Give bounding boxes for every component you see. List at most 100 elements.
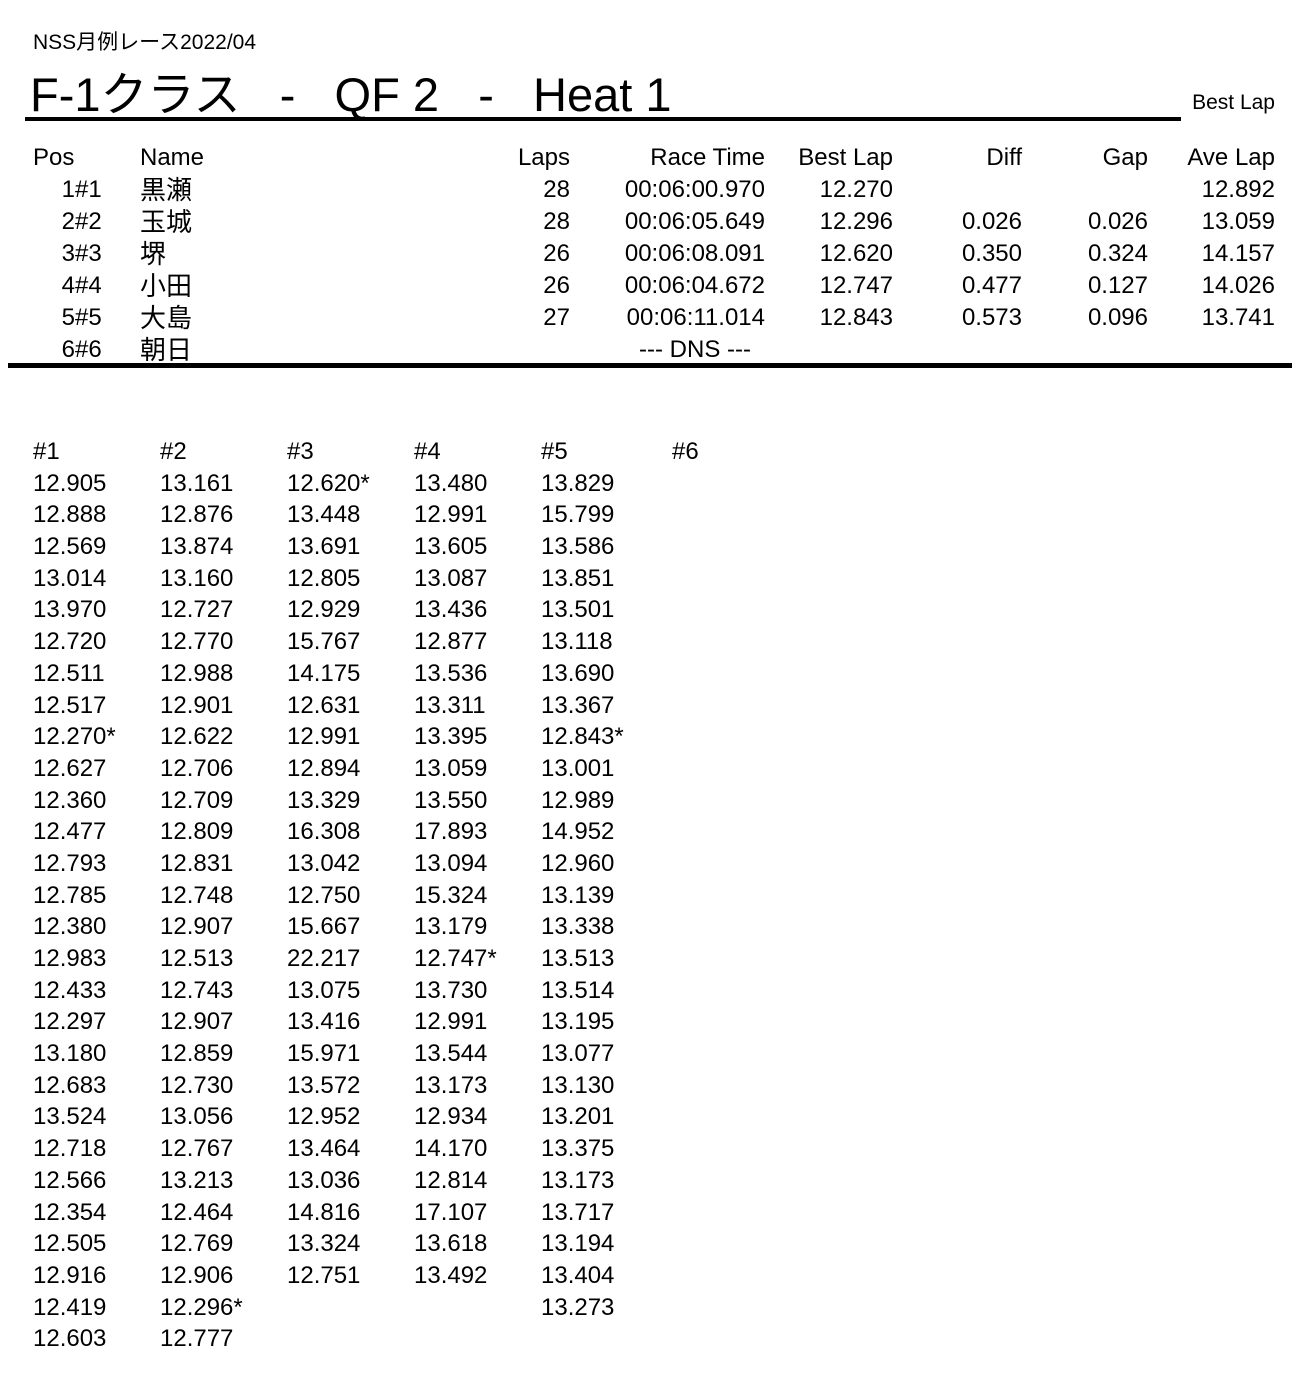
lap-time: 13.367 — [541, 691, 615, 719]
lap-time: 12.627 — [33, 754, 107, 782]
lap-time: 16.308 — [287, 818, 361, 846]
lap-column-header: #1 — [33, 438, 60, 465]
lap-time: 12.785 — [33, 881, 107, 909]
result-row: 1 #1 黒瀬 28 00:06:00.970 12.270 12.892 — [33, 174, 1275, 206]
lap-column-5: #5 13.829 15.799 13.586 13.851 13.501 13.118 13… — [541, 436, 668, 1323]
lap-time: 13.404 — [541, 1261, 615, 1289]
lap-time: 12.360 — [33, 786, 107, 814]
result-cell-num: #4 — [75, 272, 102, 299]
results-header-gap: Gap — [1102, 144, 1148, 171]
lap-time: 12.620* — [287, 469, 370, 497]
lap-time: 13.970 — [33, 596, 107, 624]
lap-time: 13.514 — [541, 976, 615, 1004]
result-cell-laps: 28 — [543, 208, 570, 235]
lap-time: 12.683 — [33, 1071, 107, 1099]
result-cell-pos: 2 — [61, 208, 75, 235]
lap-time: 12.748 — [160, 881, 234, 909]
lap-time: 12.297 — [33, 1008, 107, 1036]
lap-time: 15.767 — [287, 628, 361, 656]
result-row: 6 #6 朝日 --- DNS --- — [33, 334, 1275, 366]
lap-time: 14.816 — [287, 1198, 361, 1226]
lap-time: 12.511 — [33, 659, 105, 687]
results-header-pos: Pos — [33, 144, 75, 171]
lap-time: 13.130 — [541, 1071, 615, 1099]
lap-time: 14.952 — [541, 818, 615, 846]
lap-time: 12.622 — [160, 723, 234, 751]
lap-time: 13.572 — [287, 1071, 361, 1099]
lap-time: 13.550 — [414, 786, 488, 814]
lap-time: 12.380 — [33, 913, 107, 941]
result-cell-diff — [893, 174, 1022, 206]
result-row: 2 #2 玉城 28 00:06:05.649 12.296 0.026 0.026 13.05… — [33, 206, 1275, 238]
lap-time: 13.213 — [160, 1166, 234, 1194]
lap-time: 12.805 — [287, 564, 361, 592]
lap-time: 12.709 — [160, 786, 234, 814]
lap-time: 13.077 — [541, 1040, 615, 1068]
results-header-ave-lap: Ave Lap — [1187, 144, 1275, 171]
lap-time: 12.907 — [160, 1008, 234, 1036]
lap-time: 13.075 — [287, 976, 361, 1004]
lap-time: 13.717 — [541, 1198, 615, 1226]
result-cell-name: 玉城 — [140, 207, 193, 237]
lap-time: 12.988 — [160, 659, 234, 687]
lap-time: 12.631 — [287, 691, 361, 719]
result-cell-pos: 6 — [61, 336, 75, 363]
result-cell-race-time: --- DNS --- — [639, 336, 751, 363]
result-cell-ave-lap — [1148, 334, 1275, 366]
lap-time: 13.690 — [541, 659, 615, 687]
lap-time: 15.324 — [414, 881, 488, 909]
result-cell-name: 小田 — [140, 271, 193, 301]
lap-column-header: #5 — [541, 438, 568, 465]
lap-column-header: #2 — [160, 438, 187, 465]
lap-column-6: #6 — [672, 436, 799, 468]
result-cell-diff — [893, 334, 1022, 366]
result-cell-name: 朝日 — [140, 335, 193, 365]
lap-time: 12.720 — [33, 628, 107, 656]
lap-time: 13.492 — [414, 1261, 488, 1289]
result-cell-gap: 0.127 — [1087, 272, 1148, 299]
result-cell-best-lap: 12.296 — [819, 208, 893, 235]
result-cell-pos: 3 — [61, 240, 75, 267]
results-header-race-time: Race Time — [650, 144, 765, 171]
lap-column-4: #4 13.480 12.991 13.605 13.087 13.436 12.877 13… — [414, 436, 541, 1292]
result-row: 5 #5 大島 27 00:06:11.014 12.843 0.573 0.096 13.74… — [33, 302, 1275, 334]
lap-time: 13.094 — [414, 849, 488, 877]
lap-time: 13.730 — [414, 976, 488, 1004]
lap-time: 13.605 — [414, 533, 488, 561]
lap-time: 13.448 — [287, 501, 361, 529]
lap-time: 12.876 — [160, 501, 234, 529]
lap-time: 14.170 — [414, 1135, 488, 1163]
lap-time: 13.618 — [414, 1230, 488, 1258]
lap-time: 15.799 — [541, 501, 615, 529]
result-cell-ave-lap: 14.026 — [1201, 272, 1275, 299]
lap-time: 12.989 — [541, 786, 615, 814]
lap-time: 12.569 — [33, 533, 107, 561]
lap-time: 12.730 — [160, 1071, 234, 1099]
lap-time: 12.751 — [287, 1261, 361, 1289]
lap-column-3: #3 12.620* 13.448 13.691 12.805 12.929 15.767 1… — [287, 436, 414, 1292]
lap-column-header: #4 — [414, 438, 441, 465]
lap-time: 12.517 — [33, 691, 107, 719]
lap-time: 13.036 — [287, 1166, 361, 1194]
lap-time: 13.173 — [414, 1071, 488, 1099]
result-cell-num: #3 — [75, 240, 102, 267]
lap-time: 12.464 — [160, 1198, 234, 1226]
result-cell-pos: 5 — [61, 304, 75, 331]
lap-time: 12.513 — [160, 945, 234, 972]
lap-time: 12.750 — [287, 881, 361, 909]
result-cell-diff: 0.350 — [961, 240, 1022, 267]
lap-time: 13.524 — [33, 1103, 107, 1131]
lap-time: 12.877 — [414, 628, 488, 656]
lap-time: 12.814 — [414, 1166, 488, 1194]
lap-time: 17.107 — [414, 1198, 488, 1226]
result-cell-diff: 0.026 — [961, 208, 1022, 235]
lap-time: 12.566 — [33, 1166, 107, 1194]
lap-time: 12.843* — [541, 723, 624, 751]
result-cell-ave-lap: 13.741 — [1201, 304, 1275, 331]
lap-time: 12.906 — [160, 1261, 234, 1289]
event-title: NSS月例レース2022/04 — [33, 31, 257, 54]
lap-time: 13.042 — [287, 849, 361, 877]
result-cell-race-time: 00:06:11.014 — [626, 304, 765, 331]
lap-time: 12.770 — [160, 628, 234, 656]
lap-time: 12.718 — [33, 1135, 107, 1163]
